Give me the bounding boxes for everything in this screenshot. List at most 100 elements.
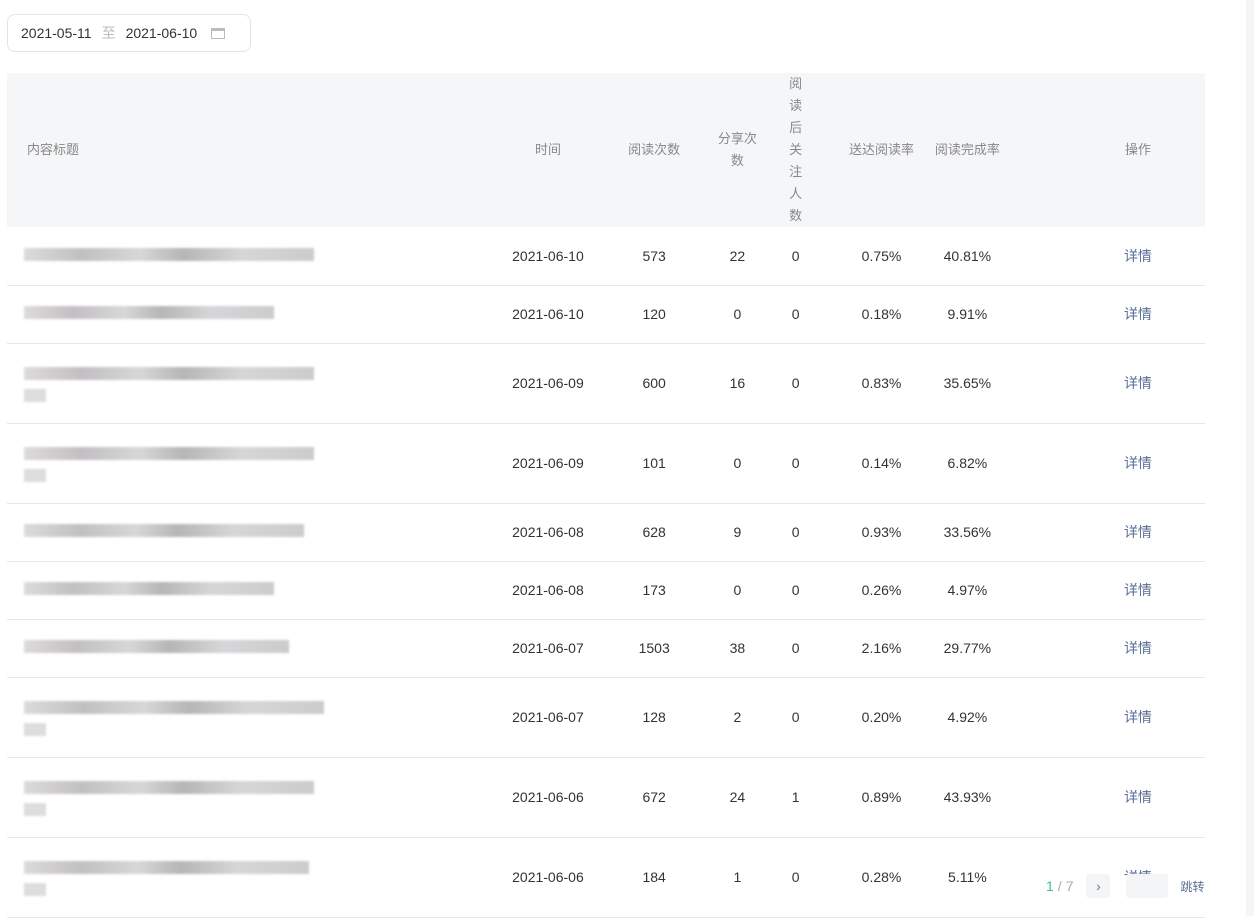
cell-delivery-rate: 0.20% [830,677,933,758]
details-link[interactable]: 详情 [1123,455,1152,471]
blurred-title [24,700,324,714]
cell-completion: 9.91% [932,285,1002,344]
cell-shares: 1 [713,837,762,918]
article-stats-table: 内容标题 时间 阅读次数 分享次数 阅读后关注人数 送达阅读率 阅读完成率 操作… [7,73,1205,918]
cell-date: 2021-06-10 [501,285,595,344]
cell-reads: 120 [594,285,714,344]
cell-shares: 0 [713,561,762,620]
blurred-title-line2 [24,882,46,896]
cell-completion: 4.97% [932,561,1002,620]
cell-shares: 0 [713,285,762,344]
details-link[interactable]: 详情 [1123,640,1152,656]
cell-follows: 0 [761,285,831,344]
title-cell[interactable] [7,285,502,344]
cell-reads: 1503 [594,619,714,678]
cell-shares: 38 [713,619,762,678]
details-link[interactable]: 详情 [1123,247,1152,264]
cell-date: 2021-06-09 [501,343,595,424]
date-range-picker[interactable]: 2021-05-11 至 2021-06-10 [7,14,251,52]
cell-completion: 4.92% [932,677,1002,758]
cell-follows: 0 [761,503,831,562]
table-row: 2021-06-08 173 0 0 0.26% 4.97% 详情 [7,561,1205,620]
blurred-title [24,780,314,794]
details-link[interactable]: 详情 [1123,524,1152,540]
table-row: 2021-06-09 101 0 0 0.14% 6.82% 详情 [7,423,1205,504]
title-cell[interactable] [7,757,502,838]
cell-follows: 0 [761,561,831,620]
pagination: 1 / 7 › 跳转 [1046,874,1205,898]
cell-delivery-rate: 2.16% [830,619,933,678]
title-cell[interactable] [7,343,502,424]
details-link[interactable]: 详情 [1123,306,1152,322]
blurred-title-line2 [24,468,46,482]
header-follows: 阅读后关注人数 [761,73,831,227]
details-link[interactable]: 详情 [1123,789,1152,805]
header-reads: 阅读次数 [594,73,714,227]
blurred-title [24,366,314,380]
cell-completion: 35.65% [932,343,1002,424]
header-completion: 阅读完成率 [932,73,1002,227]
table-row: 2021-06-10 120 0 0 0.18% 9.91% 详情 [7,285,1205,344]
cell-follows: 0 [761,677,831,758]
cell-follows: 0 [761,343,831,424]
blurred-title [24,860,309,874]
cell-follows: 0 [761,619,831,678]
range-separator: 至 [101,25,116,41]
cell-completion: 5.11% [932,837,1002,918]
cell-reads: 672 [594,757,714,838]
table-row: 2021-06-09 600 16 0 0.83% 35.65% 详情 [7,343,1205,424]
cell-shares: 16 [713,343,762,424]
page-jump-input[interactable] [1126,874,1169,898]
cell-delivery-rate: 0.14% [830,423,933,504]
cell-reads: 184 [594,837,714,918]
blurred-title [24,582,274,595]
cell-delivery-rate: 0.93% [830,503,933,562]
table-row: 2021-06-10 573 22 0 0.75% 40.81% 详情 [7,227,1205,286]
blurred-title-line2 [24,388,46,402]
cell-delivery-rate: 0.75% [830,227,933,286]
cell-reads: 573 [594,227,714,286]
title-cell[interactable] [7,423,502,504]
cell-completion: 29.77% [932,619,1002,678]
cell-date: 2021-06-09 [501,423,595,504]
blurred-title [24,306,274,319]
header-delivery-rate: 送达阅读率 [830,73,933,227]
title-cell[interactable] [7,837,502,918]
cell-delivery-rate: 0.83% [830,343,933,424]
chevron-right-icon: › [1096,878,1101,894]
cell-completion: 40.81% [932,227,1002,286]
start-date: 2021-05-11 [21,25,92,41]
details-link[interactable]: 详情 [1123,709,1152,725]
title-cell[interactable] [7,227,502,286]
details-link[interactable]: 详情 [1123,582,1152,598]
cell-date: 2021-06-07 [501,619,595,678]
cell-shares: 9 [713,503,762,562]
blurred-title [24,446,314,460]
jump-button[interactable]: 跳转 [1180,879,1205,894]
next-page-button[interactable]: › [1086,874,1111,898]
cell-delivery-rate: 0.26% [830,561,933,620]
scrollbar[interactable] [1246,0,1254,916]
table-header: 内容标题 时间 阅读次数 分享次数 阅读后关注人数 送达阅读率 阅读完成率 操作 [7,73,1205,227]
table-row: 2021-06-07 128 2 0 0.20% 4.92% 详情 [7,677,1205,758]
table-row: 2021-06-07 1503 38 0 2.16% 29.77% 详情 [7,619,1205,678]
title-cell[interactable] [7,561,502,620]
cell-follows: 0 [761,227,831,286]
title-cell[interactable] [7,503,502,562]
details-link[interactable]: 详情 [1123,375,1152,391]
cell-date: 2021-06-08 [501,561,595,620]
cell-completion: 43.93% [932,757,1002,838]
cell-reads: 128 [594,677,714,758]
cell-date: 2021-06-08 [501,503,595,562]
title-cell[interactable] [7,677,502,758]
cell-shares: 24 [713,757,762,838]
current-page: 1 [1046,878,1054,894]
cell-date: 2021-06-07 [501,677,595,758]
cell-follows: 1 [761,757,831,838]
title-cell[interactable] [7,619,502,678]
calendar-icon [211,27,226,39]
cell-shares: 2 [713,677,762,758]
blurred-title [24,524,304,537]
page-separator: / [1057,878,1062,894]
